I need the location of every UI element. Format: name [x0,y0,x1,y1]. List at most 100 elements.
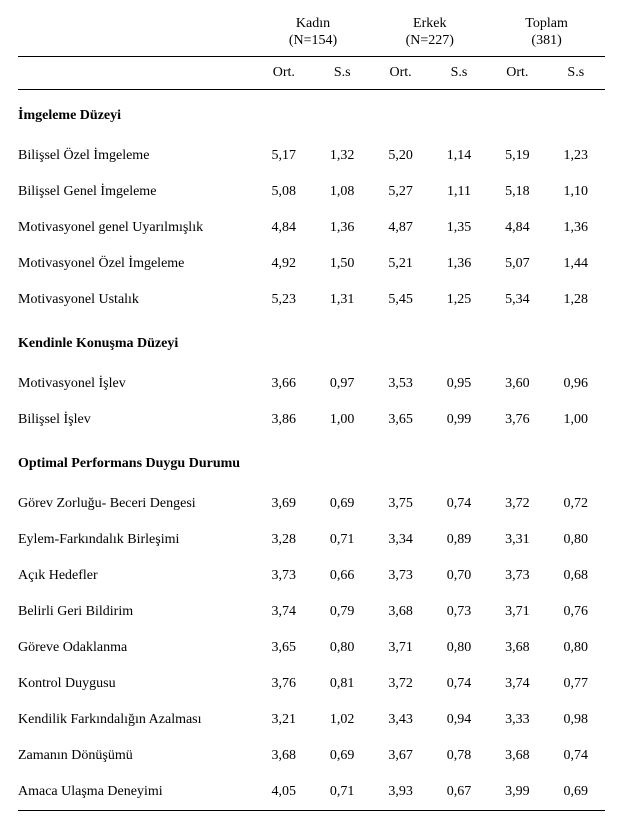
cell-value: 0,69 [313,738,371,774]
cell-value: 3,71 [371,630,429,666]
cell-value: 0,77 [547,666,605,702]
column-group-1: Kadın(N=154) [255,10,372,56]
cell-value: 3,73 [488,558,546,594]
cell-value: 0,79 [313,594,371,630]
cell-value: 3,53 [371,366,429,402]
cell-value: 0,74 [547,738,605,774]
table-row: Görev Zorluğu- Beceri Dengesi3,690,693,7… [18,486,605,522]
cell-value: 1,31 [313,282,371,318]
subheader-mean: Ort. [255,56,313,89]
cell-value: 0,66 [313,558,371,594]
row-label: Eylem-Farkındalık Birleşimi [18,522,255,558]
section-title-row: İmgeleme Düzeyi [18,89,605,138]
cell-value: 1,00 [313,402,371,438]
row-label: Belirli Geri Bildirim [18,594,255,630]
cell-value: 1,02 [313,702,371,738]
subheader-mean: Ort. [371,56,429,89]
cell-value: 4,92 [255,246,313,282]
cell-value: 0,68 [547,558,605,594]
row-label: Motivasyonel genel Uyarılmışlık [18,210,255,246]
row-label: Bilişsel İşlev [18,402,255,438]
cell-value: 3,67 [371,738,429,774]
row-label: Açık Hedefler [18,558,255,594]
cell-value: 0,71 [313,522,371,558]
table-row: Motivasyonel Ustalık5,231,315,451,255,34… [18,282,605,318]
cell-value: 0,81 [313,666,371,702]
cell-value: 0,76 [547,594,605,630]
table-row: Bilişsel Özel İmgeleme5,171,325,201,145,… [18,138,605,174]
table-row: Motivasyonel genel Uyarılmışlık4,841,364… [18,210,605,246]
section-title-row: Optimal Performans Duygu Durumu [18,438,605,486]
cell-value: 1,35 [430,210,488,246]
cell-value: 3,74 [255,594,313,630]
row-label: Motivasyonel İşlev [18,366,255,402]
cell-value: 1,36 [430,246,488,282]
cell-value: 0,80 [547,630,605,666]
row-label: Görev Zorluğu- Beceri Dengesi [18,486,255,522]
cell-value: 1,23 [547,138,605,174]
cell-value: 1,25 [430,282,488,318]
cell-value: 3,93 [371,774,429,811]
column-group-2: Erkek(N=227) [371,10,488,56]
cell-value: 4,05 [255,774,313,811]
cell-value: 3,86 [255,402,313,438]
row-label: Zamanın Dönüşümü [18,738,255,774]
table-row: Belirli Geri Bildirim3,740,793,680,733,7… [18,594,605,630]
row-label: Amaca Ulaşma Deneyimi [18,774,255,811]
table-row: Motivasyonel Özel İmgeleme4,921,505,211,… [18,246,605,282]
cell-value: 3,65 [255,630,313,666]
cell-value: 5,08 [255,174,313,210]
column-group-title: Erkek [371,16,488,33]
table-row: Açık Hedefler3,730,663,730,703,730,68 [18,558,605,594]
cell-value: 1,10 [547,174,605,210]
cell-value: 1,50 [313,246,371,282]
cell-value: 0,74 [430,486,488,522]
column-sub-header: Ort.S.sOrt.S.sOrt.S.s [18,56,605,89]
column-group-sub: (381) [488,33,605,50]
cell-value: 1,28 [547,282,605,318]
cell-value: 1,44 [547,246,605,282]
cell-value: 5,27 [371,174,429,210]
cell-value: 5,19 [488,138,546,174]
section-title: İmgeleme Düzeyi [18,89,605,138]
table-row: Kendilik Farkındalığın Azalması3,211,023… [18,702,605,738]
cell-value: 3,65 [371,402,429,438]
cell-value: 0,74 [430,666,488,702]
cell-value: 3,68 [371,594,429,630]
table-row: Motivasyonel İşlev3,660,973,530,953,600,… [18,366,605,402]
cell-value: 3,31 [488,522,546,558]
section-title-row: Kendinle Konuşma Düzeyi [18,318,605,366]
table-row: Amaca Ulaşma Deneyimi4,050,713,930,673,9… [18,774,605,811]
cell-value: 5,20 [371,138,429,174]
cell-value: 0,70 [430,558,488,594]
row-label: Motivasyonel Ustalık [18,282,255,318]
cell-value: 3,72 [371,666,429,702]
column-group-sub: (N=227) [371,33,488,50]
cell-value: 1,36 [313,210,371,246]
cell-value: 3,68 [255,738,313,774]
cell-value: 3,34 [371,522,429,558]
cell-value: 3,28 [255,522,313,558]
statistics-table-page: Kadın(N=154)Erkek(N=227)Toplam(381)Ort.S… [0,0,623,831]
cell-value: 4,84 [255,210,313,246]
subheader-mean: Ort. [488,56,546,89]
cell-value: 4,84 [488,210,546,246]
cell-value: 3,76 [255,666,313,702]
cell-value: 0,72 [547,486,605,522]
section-title: Kendinle Konuşma Düzeyi [18,318,605,366]
section-title: Optimal Performans Duygu Durumu [18,438,605,486]
cell-value: 0,95 [430,366,488,402]
row-label: Kontrol Duygusu [18,666,255,702]
cell-value: 1,32 [313,138,371,174]
cell-value: 0,89 [430,522,488,558]
row-label: Göreve Odaklanma [18,630,255,666]
column-group-header: Kadın(N=154)Erkek(N=227)Toplam(381) [18,10,605,56]
cell-value: 0,80 [430,630,488,666]
row-label: Motivasyonel Özel İmgeleme [18,246,255,282]
statistics-table: Kadın(N=154)Erkek(N=227)Toplam(381)Ort.S… [18,10,605,811]
subheader-sd: S.s [547,56,605,89]
cell-value: 0,94 [430,702,488,738]
table-row: Bilişsel Genel İmgeleme5,081,085,271,115… [18,174,605,210]
cell-value: 3,68 [488,630,546,666]
cell-value: 5,45 [371,282,429,318]
